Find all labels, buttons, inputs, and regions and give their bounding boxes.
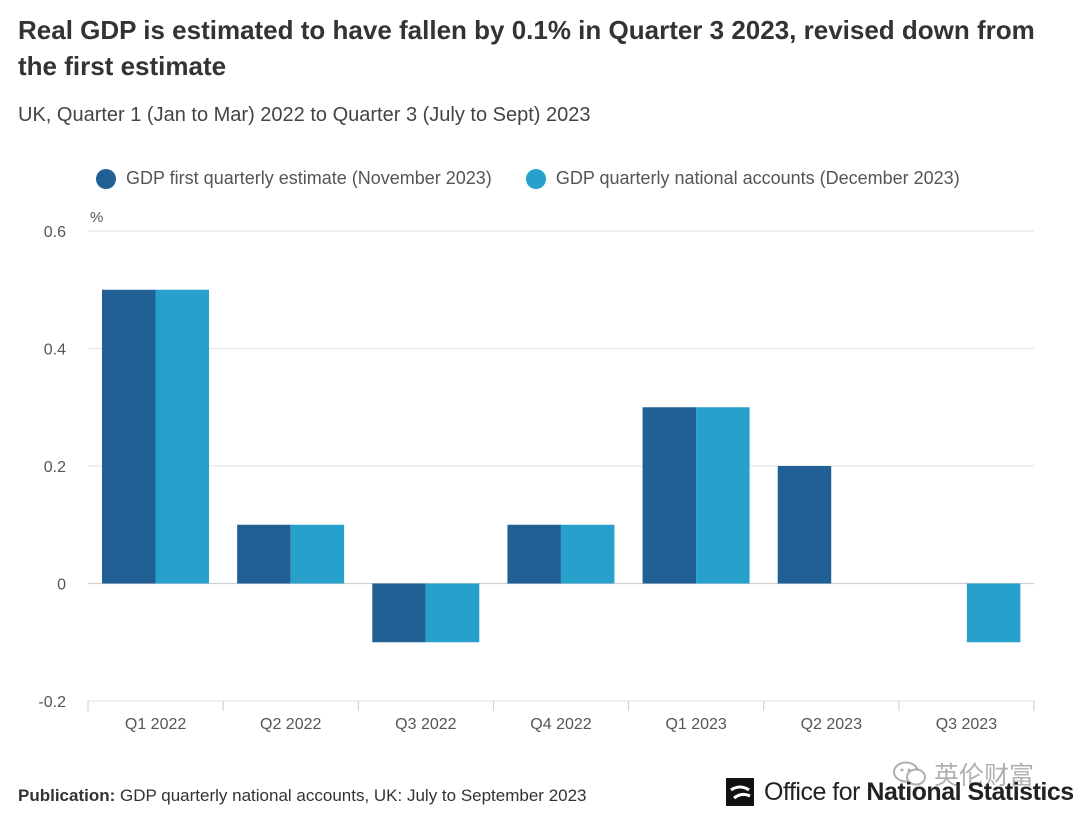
legend-item-first-estimate: GDP first quarterly estimate (November 2…	[96, 168, 492, 189]
bar-national-accounts	[290, 524, 345, 584]
bar-national-accounts	[696, 407, 750, 584]
x-tick-label: Q2 2023	[801, 716, 862, 733]
watermark-text: 英伦财富	[934, 762, 1035, 790]
bar-national-accounts	[966, 583, 1021, 643]
bar-national-accounts	[560, 524, 615, 584]
x-tick-label: Q2 2022	[260, 716, 321, 733]
bar-first-estimate	[642, 407, 697, 584]
bar-first-estimate	[237, 524, 291, 584]
ons-logo-text-regular: Office for	[764, 777, 867, 806]
y-tick-label: 0.6	[44, 224, 66, 241]
x-tick-label: Q1 2023	[665, 716, 726, 733]
legend-label-national-accounts: GDP quarterly national accounts (Decembe…	[555, 168, 960, 188]
x-tick-label: Q1 2022	[125, 716, 186, 733]
bar-chart: % -0.2 0 0.2 0.4 0.6 Q1 2022 Q2 2022 Q3 2022 Q4 2…	[38, 209, 1035, 733]
bar-first-estimate	[507, 524, 561, 584]
bar-first-estimate	[372, 583, 426, 643]
ons-logo-text-bold: National Statistics	[866, 777, 1074, 806]
ons-logo-text: Office for National Statistics	[764, 778, 1074, 807]
legend-swatch-national-accounts	[525, 168, 546, 189]
x-tick-label: Q4 2022	[530, 716, 591, 733]
grid-lines	[88, 230, 1034, 702]
bar-national-accounts	[425, 583, 480, 643]
publication-footer: Publication: GDP quarterly national acco…	[18, 786, 587, 806]
ons-logo: Office for National Statistics	[724, 776, 1074, 808]
y-tick-label: 0.4	[44, 342, 66, 359]
legend-label-first-estimate: GDP first quarterly estimate (November 2…	[126, 168, 492, 188]
publication-text: GDP quarterly national accounts, UK: Jul…	[120, 786, 587, 805]
legend-swatch-first-estimate	[96, 168, 116, 189]
y-tick-label: 0.2	[44, 459, 66, 476]
chart-legend: GDP first quarterly estimate (November 2…	[96, 168, 960, 189]
bar-first-estimate	[777, 466, 832, 584]
ons-logo-mark	[726, 778, 754, 806]
legend-item-national-accounts: GDP quarterly national accounts (Decembe…	[525, 168, 960, 189]
chart-title: Real GDP is estimated to have fallen by …	[18, 15, 1035, 81]
bars	[102, 289, 1021, 643]
y-tick-label: 0	[57, 577, 66, 594]
y-tick-label: -0.2	[38, 694, 66, 711]
bar-national-accounts	[155, 289, 209, 584]
chart-subtitle: UK, Quarter 1 (Jan to Mar) 2022 to Quart…	[18, 104, 591, 126]
axes: % -0.2 0 0.2 0.4 0.6 Q1 2022 Q2 2022 Q3 2022 Q4 2…	[38, 209, 1035, 733]
x-tick-label: Q3 2022	[395, 716, 456, 733]
bar-first-estimate	[102, 289, 156, 584]
publication-label: Publication:	[18, 786, 116, 805]
y-axis-unit-label: %	[90, 209, 103, 226]
x-tick-label: Q3 2023	[936, 716, 997, 733]
wechat-icon	[893, 761, 926, 786]
watermark: 英伦财富	[892, 756, 1034, 792]
